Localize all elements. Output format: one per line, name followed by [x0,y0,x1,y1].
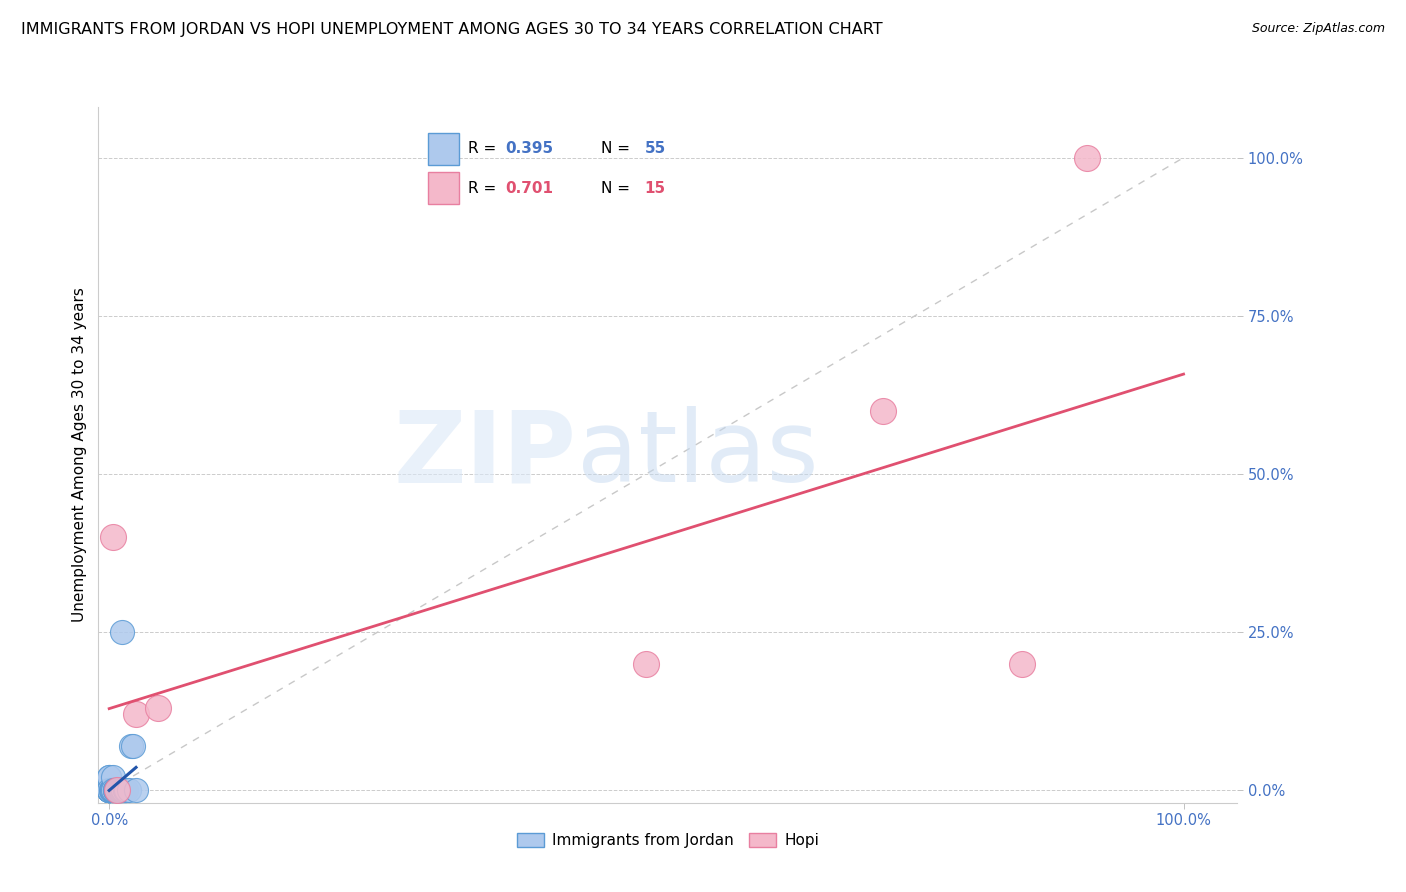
Point [103,783,125,797]
Point [110,783,132,797]
Point [108,783,131,797]
Point [636,657,658,671]
Point [114,783,136,797]
Point [101,783,124,797]
Point [98,783,121,797]
Text: 15: 15 [644,181,665,196]
Point [98,783,121,797]
Text: R =: R = [468,181,502,196]
Point [98,783,121,797]
Point [120,739,142,753]
Point [125,783,148,797]
Point [98,783,121,797]
Point [115,783,138,797]
Point [872,403,894,417]
Point [104,783,127,797]
Point [105,783,128,797]
Point [98,783,121,797]
Point [98,783,121,797]
Text: IMMIGRANTS FROM JORDAN VS HOPI UNEMPLOYMENT AMONG AGES 30 TO 34 YEARS CORRELATIO: IMMIGRANTS FROM JORDAN VS HOPI UNEMPLOYM… [21,22,883,37]
Point [108,783,131,797]
Text: 0.395: 0.395 [505,141,554,156]
Point [146,701,169,715]
Text: Source: ZipAtlas.com: Source: ZipAtlas.com [1251,22,1385,36]
Point [110,783,132,797]
Point [98,783,121,797]
Point [98,783,121,797]
Point [112,783,135,797]
Point [103,783,125,797]
Bar [427,133,458,165]
Point [98,783,121,797]
Point [100,783,122,797]
Point [111,625,134,640]
Point [103,530,125,544]
Point [101,783,124,797]
Point [103,771,125,785]
Point [103,783,125,797]
Point [121,739,143,753]
Text: 55: 55 [644,141,666,156]
Point [104,783,127,797]
Point [98,783,121,797]
Point [112,783,135,797]
Point [105,783,128,797]
Point [98,783,121,797]
Point [98,771,121,785]
Text: R =: R = [468,141,502,156]
Text: ZIP: ZIP [394,407,576,503]
Point [103,783,125,797]
Point [101,783,124,797]
Point [125,707,148,722]
Point [98,771,121,785]
Point [98,783,121,797]
Y-axis label: Unemployment Among Ages 30 to 34 years: Unemployment Among Ages 30 to 34 years [72,287,87,623]
Point [1076,151,1098,165]
Point [105,783,128,797]
Text: 0.701: 0.701 [505,181,554,196]
Bar [427,171,458,204]
Point [117,783,139,797]
Text: atlas: atlas [576,407,818,503]
Point [101,783,124,797]
Point [108,783,131,797]
Point [98,783,121,797]
Point [111,783,134,797]
Text: N =: N = [602,181,636,196]
Point [114,783,136,797]
Point [98,783,121,797]
Point [1011,657,1033,671]
Point [98,783,121,797]
Legend: Immigrants from Jordan, Hopi: Immigrants from Jordan, Hopi [510,827,825,855]
Point [108,783,131,797]
Text: N =: N = [602,141,636,156]
Point [98,783,121,797]
Point [98,783,121,797]
Point [98,783,121,797]
Point [103,783,125,797]
Point [100,783,122,797]
Point [107,783,129,797]
Point [107,783,129,797]
